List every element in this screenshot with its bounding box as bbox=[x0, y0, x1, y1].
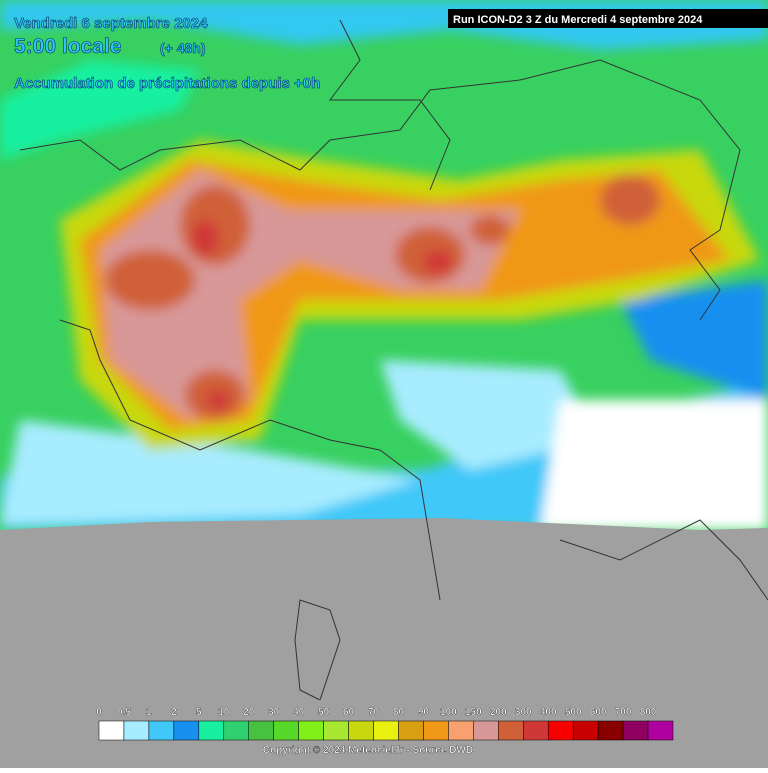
legend-swatch bbox=[398, 720, 424, 741]
legend-swatch bbox=[572, 720, 599, 741]
legend-label: 70 bbox=[368, 707, 380, 718]
legend-label: 400 bbox=[540, 707, 557, 718]
legend-swatch bbox=[248, 720, 274, 741]
legend-swatch bbox=[298, 720, 324, 741]
legend-label: 700 bbox=[615, 707, 632, 718]
legend-label: 300 bbox=[515, 707, 532, 718]
legend-label: 90 bbox=[418, 707, 430, 718]
legend-label: 5 bbox=[196, 707, 202, 718]
legend-label: 2 bbox=[171, 707, 177, 718]
legend-swatch bbox=[173, 720, 200, 741]
map-subtitle: Accumulation de précipitations depuis +0… bbox=[14, 75, 320, 92]
legend-swatch bbox=[373, 720, 399, 741]
legend-label: 50 bbox=[318, 707, 330, 718]
legend-label: 20 bbox=[243, 707, 255, 718]
legend-label: 40 bbox=[293, 707, 305, 718]
legend-label: 1 bbox=[146, 707, 152, 718]
legend-label: 80 bbox=[393, 707, 405, 718]
legend-swatch bbox=[198, 720, 225, 741]
legend-swatch bbox=[348, 720, 374, 741]
legend-swatch bbox=[98, 720, 125, 741]
legend-label: 100 bbox=[440, 707, 457, 718]
forecast-date: Vendredi 6 septembre 2024 bbox=[14, 15, 208, 32]
legend-swatch bbox=[323, 720, 349, 741]
legend-swatch bbox=[498, 720, 524, 741]
legend-swatch bbox=[597, 720, 624, 741]
legend-swatch bbox=[448, 720, 474, 741]
legend-swatch bbox=[273, 720, 299, 741]
legend-label: 0.5 bbox=[117, 707, 131, 718]
legend-label: 150 bbox=[465, 707, 482, 718]
legend-label: 0 bbox=[96, 707, 102, 718]
legend-swatch bbox=[523, 720, 549, 741]
legend-swatch bbox=[473, 720, 499, 741]
run-info: Run ICON-D2 3 Z du Mercredi 4 septembre … bbox=[453, 14, 703, 26]
copyright: Copyright © 2024 Meteociel.fr - Source D… bbox=[263, 745, 473, 756]
borders bbox=[19, 19, 768, 701]
legend-label: 30 bbox=[268, 707, 280, 718]
run-banner bbox=[448, 9, 768, 28]
legend: 0 0.5 1 2 5 10 20 30 40 50 60 70 80 90 100 150 200 300 400… bbox=[96, 707, 674, 741]
legend-swatch bbox=[547, 720, 574, 741]
legend-label: 600 bbox=[590, 707, 607, 718]
legend-swatch bbox=[148, 720, 175, 741]
forecast-time: 5:00 locale bbox=[14, 35, 121, 58]
legend-swatch bbox=[123, 720, 150, 741]
forecast-offset: (+ 48h) bbox=[160, 40, 206, 56]
legend-swatch bbox=[223, 720, 249, 741]
legend-label: 200 bbox=[490, 707, 507, 718]
legend-label: 500 bbox=[565, 707, 582, 718]
legend-label: 800 bbox=[640, 707, 657, 718]
legend-swatch bbox=[622, 720, 649, 741]
legend-label: 60 bbox=[343, 707, 355, 718]
legend-swatch bbox=[647, 720, 674, 741]
legend-swatch bbox=[423, 720, 449, 741]
legend-label: 10 bbox=[218, 707, 230, 718]
